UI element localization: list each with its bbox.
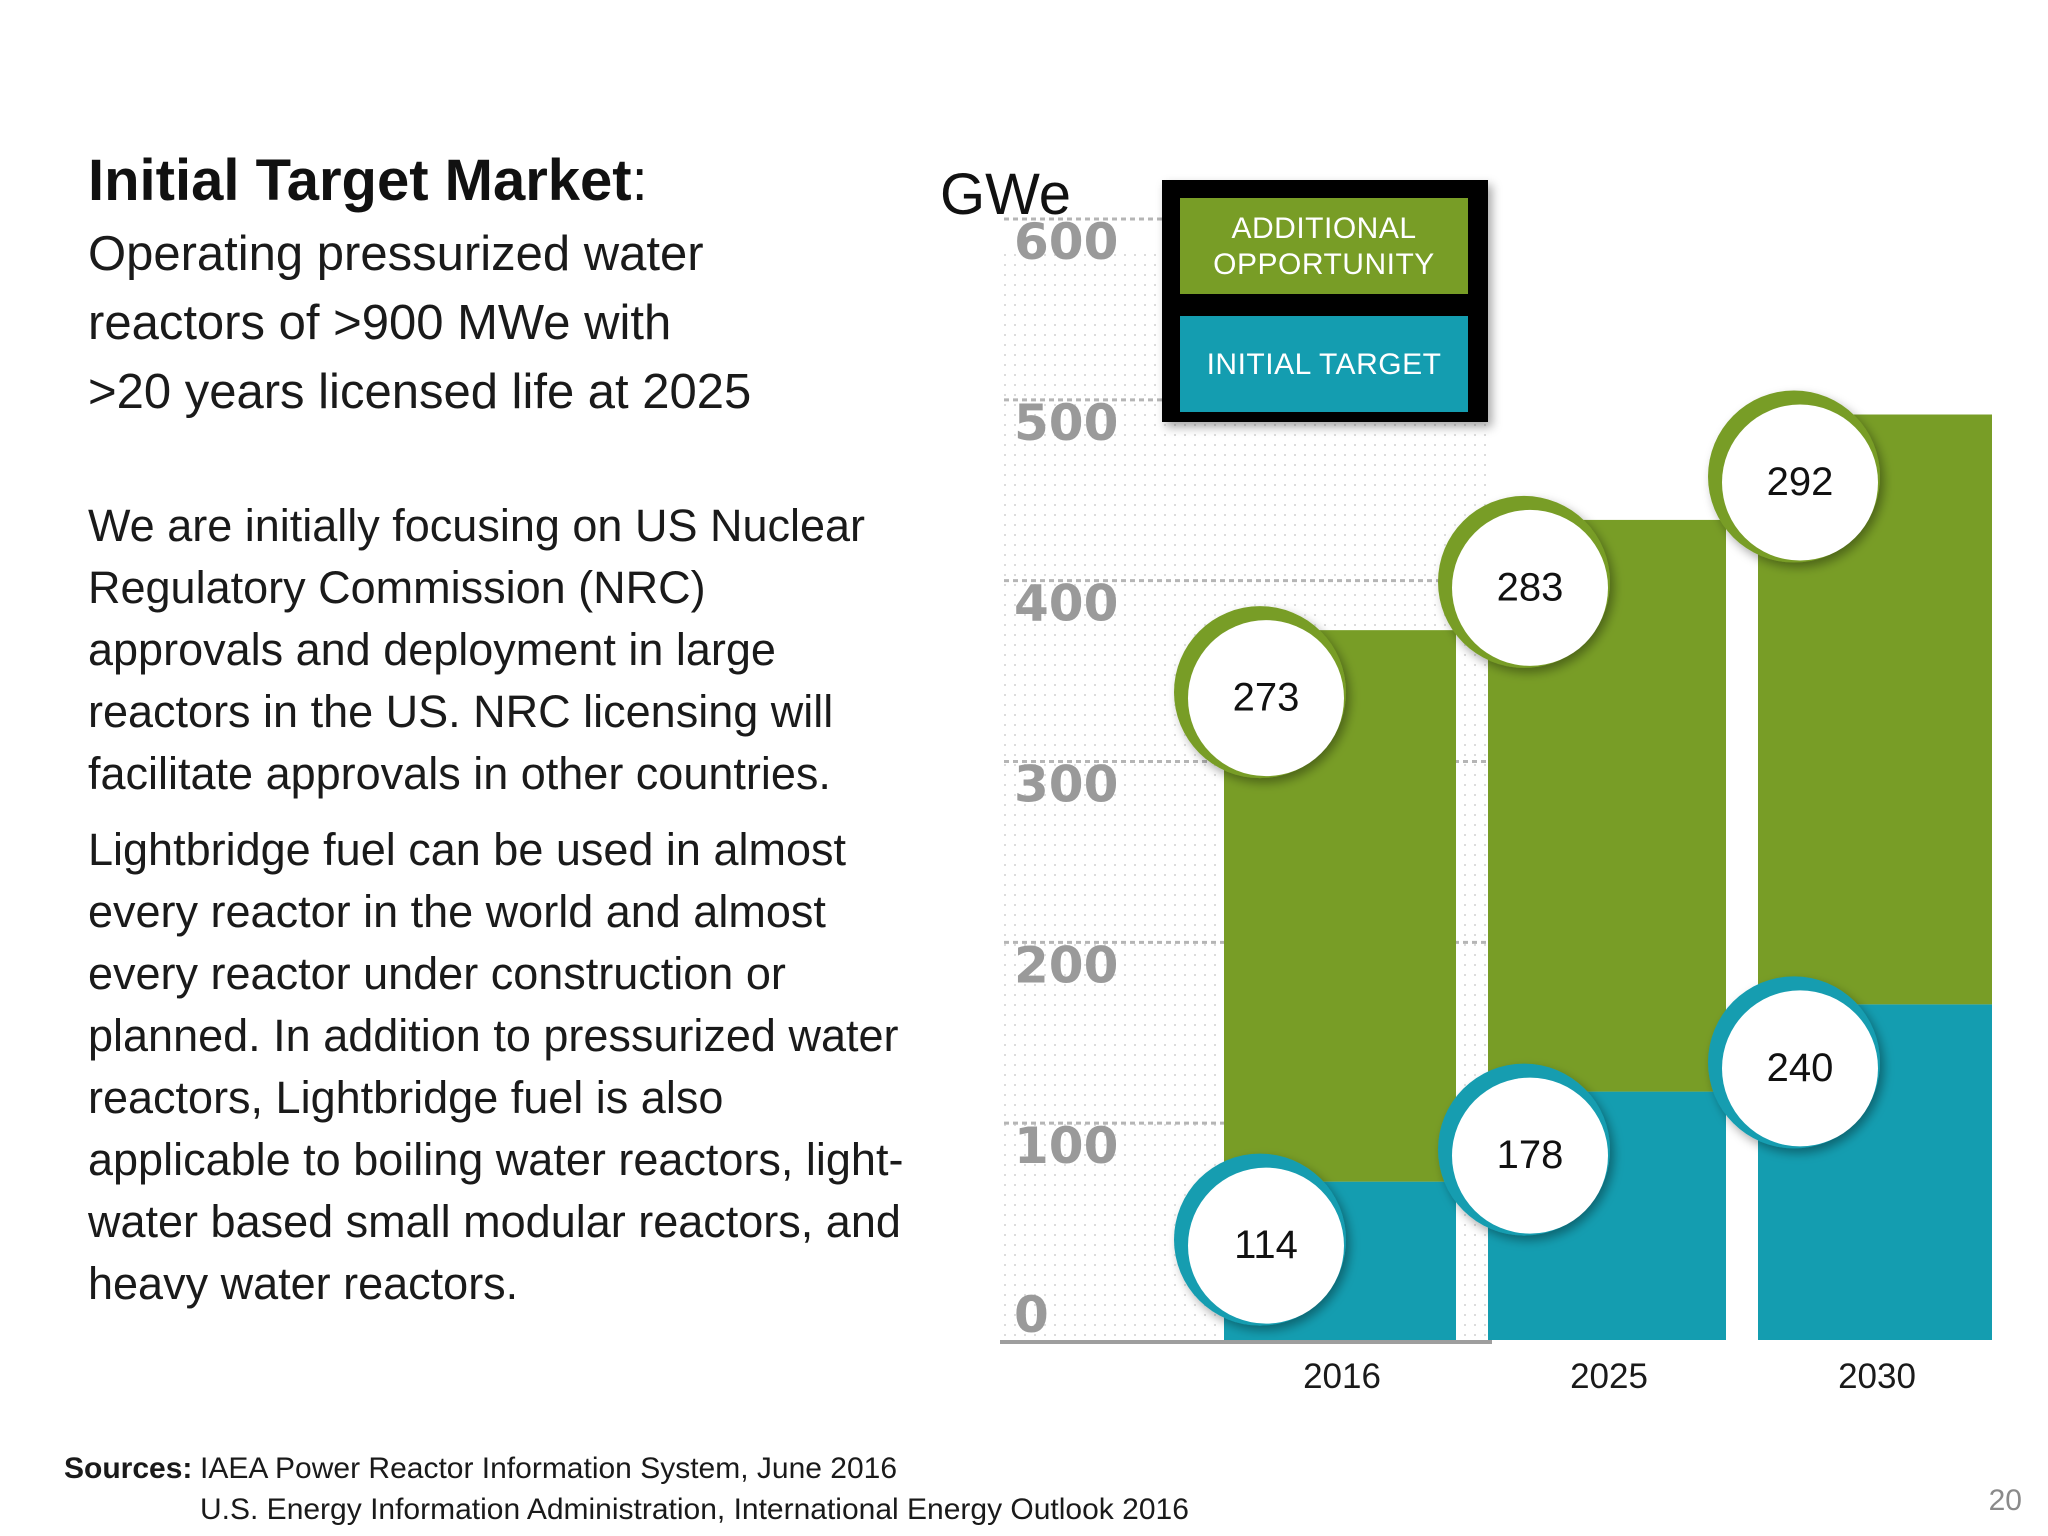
slide-subtitle: Operating pressurized water reactors of …: [88, 220, 908, 427]
data-label-additional-disc: [1722, 404, 1878, 561]
data-label-additional: 273: [1174, 606, 1346, 779]
data-label-initial: 114: [1174, 1153, 1346, 1326]
source-line: U.S. Energy Information Administration, …: [200, 1493, 1189, 1526]
x-axis-tick-labels: 2016 2025 2030: [1303, 1357, 1916, 1396]
y-tick-label: 300: [1014, 756, 1118, 814]
source-row: U.S. Energy Information Administration, …: [64, 1489, 1189, 1530]
y-tick-label: 0: [1014, 1286, 1049, 1344]
source-row: Sources: IAEA Power Reactor Information …: [64, 1448, 1189, 1489]
data-label-initial-disc: [1188, 1167, 1344, 1324]
data-label-initial-disc: [1452, 1077, 1608, 1234]
subtitle-line: >20 years licensed life at 2025: [88, 365, 752, 419]
data-label-initial-disc: [1722, 990, 1878, 1147]
data-label-additional-value: 292: [1767, 460, 1834, 504]
page-number: 20: [1988, 1484, 2022, 1517]
title-text: Initial Target Market: [88, 148, 632, 213]
data-label-initial-value: 240: [1767, 1046, 1834, 1090]
source-line: IAEA Power Reactor Information System, J…: [200, 1452, 898, 1485]
body-paragraph-nrc: We are initially focusing on US Nuclear …: [88, 500, 866, 799]
legend-label-additional: OPPORTUNITY: [1213, 248, 1435, 281]
legend-label-initial: INITIAL TARGET: [1207, 348, 1442, 381]
y-tick-label: 100: [1014, 1117, 1118, 1175]
x-tick-label: 2025: [1570, 1357, 1648, 1396]
legend-swatch-initial: [1180, 316, 1468, 412]
x-tick-label: 2030: [1838, 1357, 1916, 1396]
text-column: Initial Target Market: Operating pressur…: [88, 148, 908, 1315]
sources-label: Sources:: [64, 1452, 193, 1485]
data-label-additional: 292: [1708, 390, 1880, 563]
bars: [1224, 414, 1992, 1340]
data-label-additional-disc: [1452, 509, 1608, 666]
data-label-additional-value: 273: [1233, 676, 1300, 720]
data-label-additional-value: 283: [1497, 565, 1564, 609]
legend-swatch-additional: [1180, 198, 1468, 294]
legend: ADDITIONAL OPPORTUNITY INITIAL TARGET: [1162, 180, 1488, 422]
slide-title: Initial Target Market:: [88, 148, 908, 214]
y-tick-label: 600: [1014, 213, 1118, 271]
data-label-initial-value: 114: [1234, 1223, 1298, 1267]
subtitle-line: Operating pressurized water: [88, 227, 704, 281]
y-tick-label: 500: [1014, 394, 1118, 452]
data-label-bubbles: 273 114 283 178 292 240: [1174, 390, 1880, 1326]
x-tick-label: 2016: [1303, 1357, 1381, 1396]
data-label-initial-value: 178: [1497, 1133, 1564, 1177]
data-label-additional: 283: [1438, 495, 1610, 668]
title-colon: :: [631, 148, 648, 213]
subtitle-line: reactors of >900 MWe with: [88, 296, 672, 350]
unit-label: GWe: [940, 162, 1071, 227]
source-indent: [64, 1489, 200, 1530]
y-tick-label: 200: [1014, 936, 1118, 994]
body-paragraph-applicability: Lightbridge fuel can be used in almost e…: [88, 824, 904, 1309]
data-label-initial: 178: [1438, 1063, 1610, 1236]
y-tick-label: 400: [1014, 575, 1118, 633]
sources-note: Sources: IAEA Power Reactor Information …: [64, 1448, 1189, 1530]
legend-label-additional: ADDITIONAL: [1231, 212, 1416, 245]
y-axis-tick-labels: 0 100 200 300 400 500 600: [1014, 213, 1118, 1344]
data-label-initial: 240: [1708, 976, 1880, 1149]
data-label-additional-disc: [1188, 620, 1344, 777]
